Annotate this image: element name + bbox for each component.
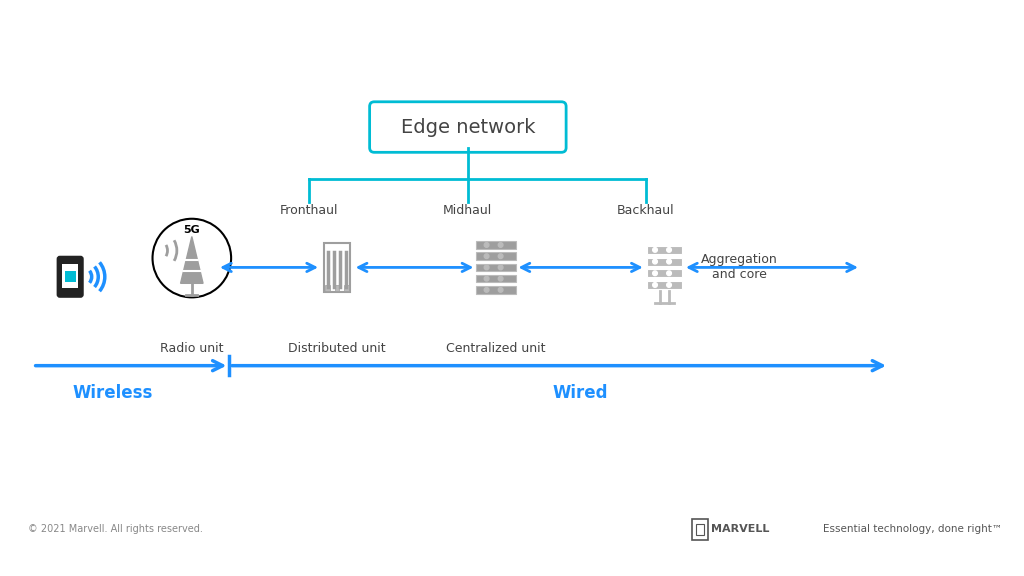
Circle shape bbox=[484, 276, 488, 281]
FancyBboxPatch shape bbox=[344, 285, 348, 291]
Text: © 2021 Marvell. All rights reserved.: © 2021 Marvell. All rights reserved. bbox=[28, 524, 203, 535]
FancyBboxPatch shape bbox=[696, 524, 703, 535]
Text: Midhaul: Midhaul bbox=[443, 204, 493, 217]
FancyBboxPatch shape bbox=[324, 243, 350, 291]
Circle shape bbox=[652, 259, 657, 264]
Circle shape bbox=[499, 276, 503, 281]
Circle shape bbox=[484, 265, 488, 270]
Text: Fronthaul: Fronthaul bbox=[280, 204, 338, 217]
FancyBboxPatch shape bbox=[691, 519, 709, 540]
Circle shape bbox=[652, 271, 657, 275]
Circle shape bbox=[652, 283, 657, 287]
FancyBboxPatch shape bbox=[646, 281, 682, 289]
FancyBboxPatch shape bbox=[62, 264, 78, 288]
Text: Wireless: Wireless bbox=[72, 384, 153, 403]
FancyBboxPatch shape bbox=[65, 271, 76, 282]
Text: MARVELL: MARVELL bbox=[711, 524, 769, 535]
FancyBboxPatch shape bbox=[476, 275, 516, 282]
Circle shape bbox=[484, 254, 488, 259]
Text: 5G: 5G bbox=[183, 225, 201, 235]
FancyBboxPatch shape bbox=[58, 257, 82, 297]
Circle shape bbox=[499, 254, 503, 259]
Text: Essential technology, done right™: Essential technology, done right™ bbox=[823, 524, 1002, 535]
Circle shape bbox=[667, 259, 672, 264]
Text: Backhaul: Backhaul bbox=[616, 204, 675, 217]
Circle shape bbox=[499, 287, 503, 292]
Polygon shape bbox=[180, 237, 203, 283]
FancyBboxPatch shape bbox=[476, 241, 516, 249]
FancyBboxPatch shape bbox=[335, 285, 339, 291]
FancyBboxPatch shape bbox=[476, 286, 516, 294]
Circle shape bbox=[667, 271, 672, 275]
Text: Aggregation
and core: Aggregation and core bbox=[700, 253, 777, 282]
Circle shape bbox=[652, 248, 657, 252]
Circle shape bbox=[484, 287, 488, 292]
FancyBboxPatch shape bbox=[646, 257, 682, 266]
Circle shape bbox=[667, 283, 672, 287]
Text: Distributed unit: Distributed unit bbox=[288, 342, 386, 355]
FancyBboxPatch shape bbox=[646, 246, 682, 254]
FancyBboxPatch shape bbox=[476, 252, 516, 260]
FancyBboxPatch shape bbox=[646, 270, 682, 277]
Circle shape bbox=[499, 242, 503, 247]
Circle shape bbox=[484, 242, 488, 247]
Text: Centralized unit: Centralized unit bbox=[446, 342, 546, 355]
Text: Edge network: Edge network bbox=[400, 118, 536, 137]
Circle shape bbox=[499, 265, 503, 270]
Text: Wired: Wired bbox=[552, 384, 608, 403]
Circle shape bbox=[667, 248, 672, 252]
FancyBboxPatch shape bbox=[476, 264, 516, 271]
FancyBboxPatch shape bbox=[326, 285, 330, 291]
FancyBboxPatch shape bbox=[370, 102, 566, 152]
Text: Radio unit: Radio unit bbox=[160, 342, 223, 355]
